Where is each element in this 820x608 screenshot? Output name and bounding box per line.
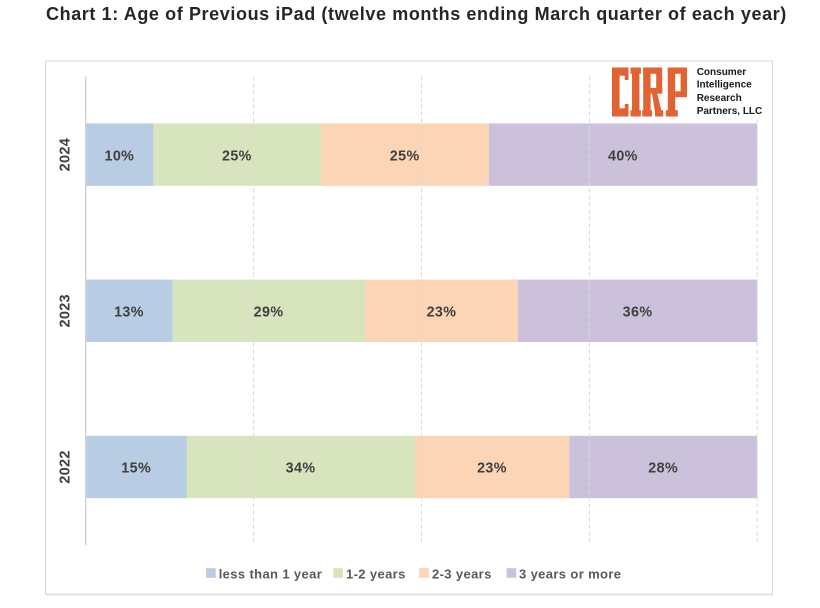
svg-text:1-2 years: 1-2 years (346, 567, 406, 582)
svg-text:40%: 40% (608, 148, 638, 164)
svg-text:13%: 13% (114, 305, 144, 321)
svg-text:2-3 years: 2-3 years (432, 567, 492, 582)
svg-text:25%: 25% (390, 148, 420, 164)
svg-text:28%: 28% (648, 461, 678, 477)
svg-text:Consumer: Consumer (697, 67, 747, 78)
svg-text:Research: Research (697, 93, 742, 104)
svg-text:34%: 34% (286, 461, 316, 477)
svg-text:Chart 1: Age of Previous iPad: Chart 1: Age of Previous iPad (twelve mo… (46, 4, 787, 24)
svg-text:36%: 36% (623, 305, 653, 321)
svg-text:2024: 2024 (57, 138, 73, 171)
svg-text:25%: 25% (222, 148, 252, 164)
svg-text:2023: 2023 (57, 294, 73, 327)
svg-text:10%: 10% (104, 148, 134, 164)
svg-text:less than 1 year: less than 1 year (219, 567, 322, 582)
svg-text:23%: 23% (427, 305, 457, 321)
svg-text:Partners, LLC: Partners, LLC (697, 106, 763, 117)
svg-text:2022: 2022 (57, 450, 73, 483)
svg-text:15%: 15% (121, 461, 151, 477)
svg-text:Intelligence: Intelligence (697, 80, 752, 91)
svg-text:29%: 29% (254, 305, 284, 321)
svg-text:3 years or more: 3 years or more (519, 567, 621, 582)
svg-text:23%: 23% (477, 461, 507, 477)
